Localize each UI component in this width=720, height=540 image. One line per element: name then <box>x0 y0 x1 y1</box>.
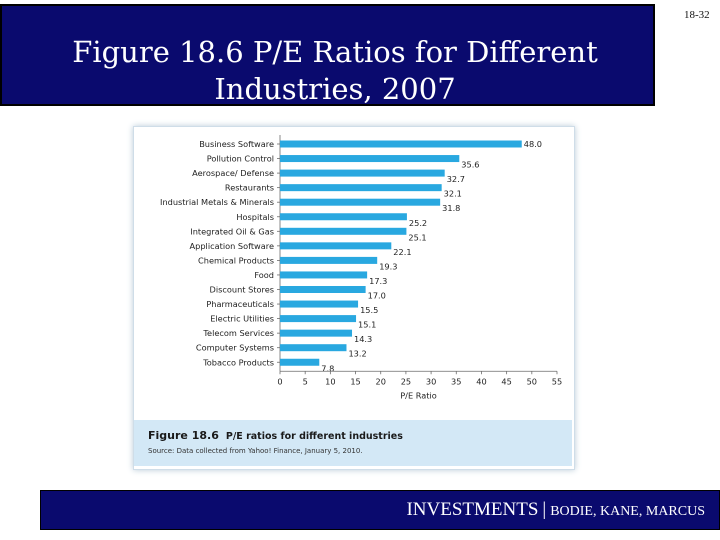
figure-panel <box>133 126 575 470</box>
value-label: 25.1 <box>408 232 426 242</box>
x-tick-label: 5 <box>303 376 308 386</box>
value-label: 32.1 <box>444 189 462 199</box>
caption-area <box>134 420 572 466</box>
x-axis-label: P/E Ratio <box>400 390 437 400</box>
category-label: Pollution Control <box>207 154 274 164</box>
value-label: 22.1 <box>393 247 411 257</box>
x-tick-label: 15 <box>350 376 360 386</box>
value-label: 17.0 <box>368 291 386 301</box>
category-label: Hospitals <box>236 212 274 222</box>
x-tick-label: 55 <box>552 376 562 386</box>
value-label: 31.8 <box>442 203 460 213</box>
x-tick-label: 35 <box>451 376 461 386</box>
value-label: 7.8 <box>321 363 334 373</box>
x-tick-label: 0 <box>277 376 282 386</box>
bar <box>280 286 366 293</box>
value-label: 14.3 <box>354 334 372 344</box>
category-label: Application Software <box>190 241 274 251</box>
x-tick-label: 30 <box>426 376 436 386</box>
figure-caption-text: P/E ratios for different industries <box>225 431 403 442</box>
figure-caption: Figure 18.6 P/E ratios for different ind… <box>148 429 403 442</box>
category-label: Discount Stores <box>210 285 274 295</box>
bar <box>280 227 407 235</box>
category-label: Electric Utilities <box>210 314 274 324</box>
bar <box>280 155 460 163</box>
bar <box>280 315 357 323</box>
category-label: Computer Systems <box>196 343 274 353</box>
footer-authors: BODIE, KANE, MARCUS <box>550 504 705 519</box>
bar <box>280 213 407 221</box>
figure-source: Source: Data collected from Yahoo! Finan… <box>148 447 363 455</box>
bar <box>280 271 368 279</box>
category-label: Chemical Products <box>198 255 274 265</box>
bar <box>280 169 445 177</box>
footer-book-title: INVESTMENTS <box>406 499 539 520</box>
category-label: Tobacco Products <box>202 357 274 367</box>
pe-ratio-bar-chart: Business Software 48.0 Pollution Control 35… <box>160 135 562 400</box>
category-label: Aerospace/ Defense <box>192 168 274 178</box>
bar <box>280 140 522 148</box>
slide-title: Figure 18.6 P/E Ratios for Different Ind… <box>12 34 658 108</box>
category-label: Integrated Oil & Gas <box>190 226 274 236</box>
category-label: Telecom Services <box>202 328 274 338</box>
title-banner: Figure 18.6 P/E Ratios for Different Ind… <box>0 4 655 106</box>
x-tick-label: 20 <box>376 376 386 386</box>
category-label: Industrial Metals & Minerals <box>160 197 274 207</box>
value-label: 15.1 <box>358 320 376 330</box>
bar <box>280 256 378 264</box>
x-tick-label: 10 <box>325 376 335 386</box>
x-tick-label: 25 <box>401 376 411 386</box>
category-label: Food <box>254 270 274 280</box>
footer-text: INVESTMENTS | BODIE, KANE, MARCUS <box>406 499 705 521</box>
footer-separator: | <box>542 499 547 520</box>
footer-banner: INVESTMENTS | BODIE, KANE, MARCUS <box>40 490 720 530</box>
value-label: 48.0 <box>524 139 542 149</box>
slide-number: 18-32 <box>684 9 710 21</box>
category-label: Pharmaceuticals <box>206 299 274 309</box>
bar <box>280 184 442 192</box>
bar <box>280 358 320 366</box>
bar <box>280 300 359 308</box>
x-tick-label: 40 <box>476 376 486 386</box>
category-label: Business Software <box>199 139 274 149</box>
category-label: Restaurants <box>225 183 274 193</box>
bar <box>280 329 353 337</box>
value-label: 13.2 <box>348 349 366 359</box>
bar <box>280 198 441 206</box>
figure-caption-label: Figure 18.6 <box>148 429 219 442</box>
x-tick-label: 45 <box>501 376 511 386</box>
slide-title-line-2: Industries, 2007 <box>214 72 456 106</box>
value-label: 32.7 <box>447 174 465 184</box>
x-tick-label: 50 <box>527 376 537 386</box>
value-label: 35.6 <box>461 160 479 170</box>
value-label: 17.3 <box>369 276 387 286</box>
bar <box>280 344 347 352</box>
value-label: 19.3 <box>379 261 397 271</box>
value-label: 25.2 <box>409 218 427 228</box>
slide-title-line-1: Figure 18.6 P/E Ratios for Different <box>72 35 598 69</box>
value-label: 15.5 <box>360 305 378 315</box>
bar <box>280 242 392 250</box>
